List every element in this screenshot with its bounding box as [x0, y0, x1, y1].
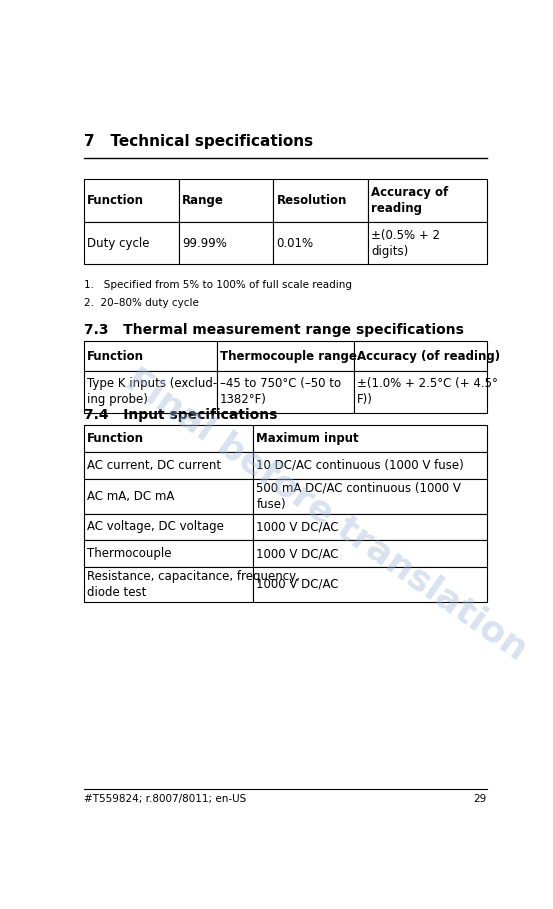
- Text: 1000 V DC/AC: 1000 V DC/AC: [257, 521, 339, 534]
- Text: Duty cycle: Duty cycle: [87, 237, 150, 250]
- Bar: [84, 514, 253, 540]
- Bar: [354, 342, 487, 371]
- Bar: [253, 452, 487, 479]
- Bar: [274, 179, 368, 223]
- Text: 7   Technical specifications: 7 Technical specifications: [84, 134, 313, 148]
- Text: 1000 V DC/AC: 1000 V DC/AC: [257, 578, 339, 591]
- Text: –45 to 750°C (–50 to
1382°F): –45 to 750°C (–50 to 1382°F): [220, 377, 341, 406]
- Text: AC voltage, DC voltage: AC voltage, DC voltage: [87, 521, 224, 534]
- Bar: [84, 223, 179, 265]
- Text: Function: Function: [87, 195, 144, 207]
- Text: AC current, DC current: AC current, DC current: [87, 459, 221, 472]
- Text: Maximum input: Maximum input: [257, 433, 359, 445]
- Bar: [179, 223, 274, 265]
- Text: AC mA, DC mA: AC mA, DC mA: [87, 490, 175, 503]
- Text: Final before translation: Final before translation: [119, 363, 534, 667]
- Bar: [354, 371, 487, 413]
- Bar: [84, 452, 253, 479]
- Bar: [84, 342, 217, 371]
- Text: Thermocouple: Thermocouple: [87, 547, 171, 560]
- Text: Resolution: Resolution: [276, 195, 347, 207]
- Bar: [217, 371, 354, 413]
- Text: 99.99%: 99.99%: [182, 237, 227, 250]
- Text: Type K inputs (exclud-
ing probe): Type K inputs (exclud- ing probe): [87, 377, 217, 406]
- Bar: [84, 540, 253, 567]
- Bar: [253, 514, 487, 540]
- Text: Range: Range: [182, 195, 223, 207]
- Text: ±(0.5% + 2
digits): ±(0.5% + 2 digits): [371, 229, 440, 258]
- Text: 7.3   Thermal measurement range specifications: 7.3 Thermal measurement range specificat…: [84, 323, 464, 336]
- Text: 29: 29: [474, 794, 487, 804]
- Bar: [253, 479, 487, 514]
- Text: ±(1.0% + 2.5°C (+ 4.5°
F)): ±(1.0% + 2.5°C (+ 4.5° F)): [357, 377, 498, 406]
- Bar: [368, 179, 487, 223]
- Text: 0.01%: 0.01%: [276, 237, 314, 250]
- Bar: [368, 223, 487, 265]
- Text: Thermocouple range: Thermocouple range: [220, 350, 357, 363]
- Bar: [217, 342, 354, 371]
- Bar: [274, 223, 368, 265]
- Bar: [253, 567, 487, 602]
- Text: 7.4   Input specifications: 7.4 Input specifications: [84, 408, 278, 422]
- Text: 1000 V DC/AC: 1000 V DC/AC: [257, 547, 339, 560]
- Bar: [84, 567, 253, 602]
- Bar: [84, 425, 253, 452]
- Text: #T559824; r.8007/8011; en-US: #T559824; r.8007/8011; en-US: [84, 794, 247, 804]
- Bar: [179, 179, 274, 223]
- Text: Resistance, capacitance, frequency,
diode test: Resistance, capacitance, frequency, diod…: [87, 570, 300, 599]
- Text: Function: Function: [87, 433, 144, 445]
- Text: 2.  20–80% duty cycle: 2. 20–80% duty cycle: [84, 298, 199, 308]
- Bar: [84, 371, 217, 413]
- Text: Function: Function: [87, 350, 144, 363]
- Bar: [253, 425, 487, 452]
- Text: 500 mA DC/AC continuous (1000 V
fuse): 500 mA DC/AC continuous (1000 V fuse): [257, 482, 461, 511]
- Text: 10 DC/AC continuous (1000 V fuse): 10 DC/AC continuous (1000 V fuse): [257, 459, 464, 472]
- Text: 1.   Specified from 5% to 100% of full scale reading: 1. Specified from 5% to 100% of full sca…: [84, 280, 352, 290]
- Bar: [84, 479, 253, 514]
- Bar: [253, 540, 487, 567]
- Bar: [84, 179, 179, 223]
- Text: Accuracy of
reading: Accuracy of reading: [371, 186, 448, 215]
- Text: Accuracy (of reading): Accuracy (of reading): [357, 350, 500, 363]
